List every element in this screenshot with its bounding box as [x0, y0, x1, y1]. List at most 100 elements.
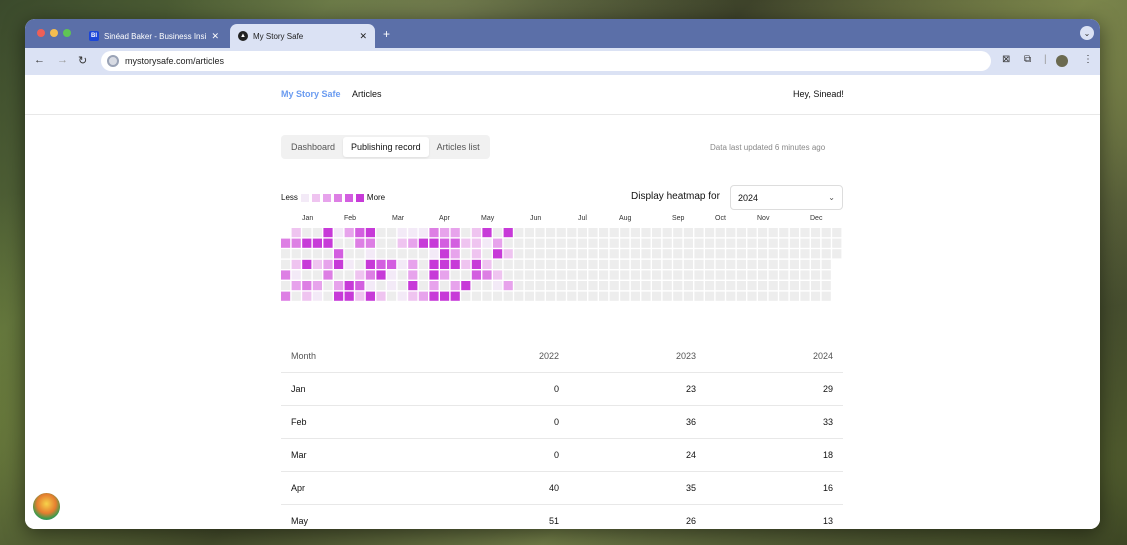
heatmap-cell[interactable]: [673, 291, 683, 301]
heatmap-cell[interactable]: [440, 249, 450, 259]
heatmap-cell[interactable]: [344, 270, 354, 280]
heatmap-cell[interactable]: [281, 270, 291, 280]
heatmap-cell[interactable]: [535, 249, 545, 259]
minimize-window-button[interactable]: [50, 29, 58, 37]
heatmap-cell[interactable]: [662, 281, 672, 291]
site-info-icon[interactable]: [107, 55, 119, 67]
heatmap-cell[interactable]: [334, 238, 344, 248]
heatmap-cell[interactable]: [736, 228, 746, 238]
heatmap-cell[interactable]: [281, 281, 291, 291]
heatmap-cell[interactable]: [726, 238, 736, 248]
heatmap-cell[interactable]: [493, 291, 503, 301]
tab-articles-list[interactable]: Articles list: [436, 142, 480, 152]
heatmap-cell[interactable]: [408, 238, 418, 248]
heatmap-cell[interactable]: [588, 259, 598, 269]
heatmap-cell[interactable]: [673, 281, 683, 291]
heatmap-cell[interactable]: [768, 238, 778, 248]
heatmap-cell[interactable]: [821, 291, 831, 301]
heatmap-cell[interactable]: [694, 281, 704, 291]
heatmap-cell[interactable]: [387, 249, 397, 259]
heatmap-cell[interactable]: [747, 270, 757, 280]
heatmap-cell[interactable]: [641, 270, 651, 280]
heatmap-cell[interactable]: [344, 238, 354, 248]
heatmap-cell[interactable]: [609, 259, 619, 269]
heatmap-cell[interactable]: [387, 281, 397, 291]
heatmap-cell[interactable]: [800, 238, 810, 248]
address-bar[interactable]: mystorysafe.com/articles: [101, 51, 991, 71]
heatmap-cell[interactable]: [397, 291, 407, 301]
heatmap-cell[interactable]: [397, 281, 407, 291]
heatmap-cell[interactable]: [758, 238, 768, 248]
heatmap-cell[interactable]: [652, 238, 662, 248]
heatmap-cell[interactable]: [556, 270, 566, 280]
heatmap-cell[interactable]: [673, 259, 683, 269]
brand-logo-link[interactable]: My Story Safe: [281, 89, 341, 99]
heatmap-cell[interactable]: [556, 281, 566, 291]
heatmap-cell[interactable]: [312, 228, 322, 238]
heatmap-cell[interactable]: [302, 228, 312, 238]
heatmap-cell[interactable]: [365, 238, 375, 248]
heatmap-cell[interactable]: [429, 281, 439, 291]
heatmap-cell[interactable]: [450, 281, 460, 291]
heatmap-cell[interactable]: [418, 238, 428, 248]
heatmap-cell[interactable]: [535, 270, 545, 280]
heatmap-cell[interactable]: [567, 228, 577, 238]
heatmap-cell[interactable]: [779, 249, 789, 259]
heatmap-cell[interactable]: [620, 259, 630, 269]
heatmap-cell[interactable]: [567, 270, 577, 280]
heatmap-cell[interactable]: [641, 238, 651, 248]
heatmap-cell[interactable]: [747, 249, 757, 259]
heatmap-cell[interactable]: [779, 270, 789, 280]
heatmap-cell[interactable]: [641, 249, 651, 259]
heatmap-cell[interactable]: [450, 238, 460, 248]
heatmap-cell[interactable]: [768, 249, 778, 259]
heatmap-cell[interactable]: [736, 270, 746, 280]
heatmap-cell[interactable]: [556, 249, 566, 259]
heatmap-cell[interactable]: [811, 228, 821, 238]
heatmap-cell[interactable]: [758, 228, 768, 238]
heatmap-cell[interactable]: [609, 281, 619, 291]
heatmap-cell[interactable]: [482, 259, 492, 269]
heatmap-cell[interactable]: [461, 228, 471, 238]
heatmap-cell[interactable]: [556, 259, 566, 269]
heatmap-cell[interactable]: [789, 238, 799, 248]
heatmap-cell[interactable]: [662, 228, 672, 238]
heatmap-cell[interactable]: [440, 291, 450, 301]
heatmap-cell[interactable]: [609, 238, 619, 248]
heatmap-cell[interactable]: [387, 291, 397, 301]
heatmap-cell[interactable]: [355, 228, 365, 238]
heatmap-cell[interactable]: [365, 259, 375, 269]
heatmap-cell[interactable]: [652, 228, 662, 238]
heatmap-cell[interactable]: [418, 281, 428, 291]
heatmap-cell[interactable]: [662, 238, 672, 248]
heatmap-cell[interactable]: [344, 259, 354, 269]
heatmap-cell[interactable]: [323, 238, 333, 248]
heatmap-cell[interactable]: [821, 238, 831, 248]
heatmap-cell[interactable]: [408, 291, 418, 301]
heatmap-cell[interactable]: [387, 228, 397, 238]
heatmap-cell[interactable]: [365, 281, 375, 291]
heatmap-cell[interactable]: [588, 281, 598, 291]
heatmap-cell[interactable]: [440, 259, 450, 269]
heatmap-cell[interactable]: [546, 291, 556, 301]
heatmap-cell[interactable]: [323, 228, 333, 238]
heatmap-cell[interactable]: [641, 228, 651, 238]
heatmap-cell[interactable]: [652, 249, 662, 259]
heatmap-cell[interactable]: [503, 228, 513, 238]
heatmap-cell[interactable]: [556, 228, 566, 238]
heatmap-cell[interactable]: [408, 228, 418, 238]
heatmap-cell[interactable]: [630, 270, 640, 280]
heatmap-cell[interactable]: [662, 270, 672, 280]
heatmap-cell[interactable]: [736, 259, 746, 269]
heatmap-cell[interactable]: [440, 281, 450, 291]
heatmap-cell[interactable]: [440, 228, 450, 238]
heatmap-cell[interactable]: [811, 249, 821, 259]
heatmap-cell[interactable]: [705, 281, 715, 291]
heatmap-cell[interactable]: [683, 238, 693, 248]
tab-close-icon[interactable]: ✕: [359, 30, 367, 41]
heatmap-cell[interactable]: [630, 281, 640, 291]
heatmap-cell[interactable]: [832, 249, 842, 259]
heatmap-cell[interactable]: [736, 291, 746, 301]
heatmap-cell[interactable]: [811, 259, 821, 269]
heatmap-cell[interactable]: [758, 270, 768, 280]
